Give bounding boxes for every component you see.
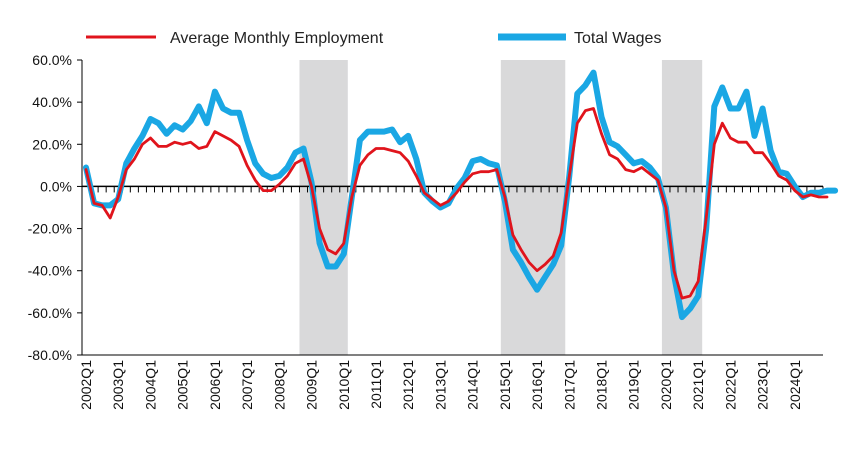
x-tick-label: 2007Q1 bbox=[239, 360, 255, 410]
x-tick-label: 2009Q1 bbox=[304, 360, 320, 410]
x-tick-label: 2018Q1 bbox=[594, 360, 610, 410]
x-tick-label: 2024Q1 bbox=[787, 360, 803, 410]
series-line-employment bbox=[84, 107, 829, 300]
x-tick-label: 2002Q1 bbox=[78, 360, 94, 410]
x-tick-label: 2003Q1 bbox=[110, 360, 126, 410]
x-tick-label: 2017Q1 bbox=[561, 360, 577, 410]
x-tick-label: 2014Q1 bbox=[465, 360, 481, 410]
legend-item-wages: Total Wages bbox=[498, 30, 661, 47]
x-tick-label: 2005Q1 bbox=[175, 360, 191, 410]
shaded-periods bbox=[299, 60, 703, 355]
x-tick-label: 2004Q1 bbox=[142, 360, 158, 410]
legend-label-wages: Total Wages bbox=[574, 30, 661, 47]
shaded-period-1 bbox=[299, 60, 348, 355]
y-tick-label: -80.0% bbox=[28, 347, 72, 363]
y-tick-label: 40.0% bbox=[32, 94, 72, 110]
shaded-period-2 bbox=[500, 60, 566, 355]
x-tick-label: 2006Q1 bbox=[207, 360, 223, 410]
x-tick-label: 2011Q1 bbox=[368, 360, 384, 409]
x-tick-label: 2012Q1 bbox=[400, 360, 416, 410]
x-tick-label: 2013Q1 bbox=[432, 360, 448, 410]
x-tick-label: 2020Q1 bbox=[658, 360, 674, 410]
legend-label-employment: Average Monthly Employment bbox=[170, 30, 384, 47]
legend-item-employment: Average Monthly Employment bbox=[86, 30, 384, 47]
x-axis: 2002Q1 2003Q1 2004Q1 2005Q1 2006Q1 2007Q1 2008… bbox=[78, 185, 824, 410]
x-tick-label: 2008Q1 bbox=[271, 360, 287, 410]
x-tick-label: 2010Q1 bbox=[336, 360, 352, 410]
x-tick-label: 2015Q1 bbox=[497, 360, 513, 410]
y-tick-label: -60.0% bbox=[28, 305, 72, 321]
x-tick-label: 2021Q1 bbox=[690, 360, 706, 410]
x-tick-label: 2022Q1 bbox=[722, 360, 738, 410]
y-tick-label: -20.0% bbox=[28, 221, 72, 237]
x-tick-label: 2019Q1 bbox=[626, 360, 642, 410]
y-tick-label: 20.0% bbox=[32, 136, 72, 152]
x-tick-label: 2023Q1 bbox=[755, 360, 771, 410]
series-lines bbox=[83, 69, 839, 321]
series-line-wages bbox=[83, 69, 839, 321]
y-tick-label: -40.0% bbox=[28, 263, 72, 279]
legend: Average Monthly Employment Total Wages bbox=[86, 30, 661, 47]
y-axis: 60.0% 40.0% 20.0% 0.0% -20.0% -40.0% -60.0% -80… bbox=[28, 52, 83, 363]
x-tick-label: 2016Q1 bbox=[529, 360, 545, 410]
y-tick-label: 0.0% bbox=[40, 178, 72, 194]
y-tick-label: 60.0% bbox=[32, 52, 72, 68]
